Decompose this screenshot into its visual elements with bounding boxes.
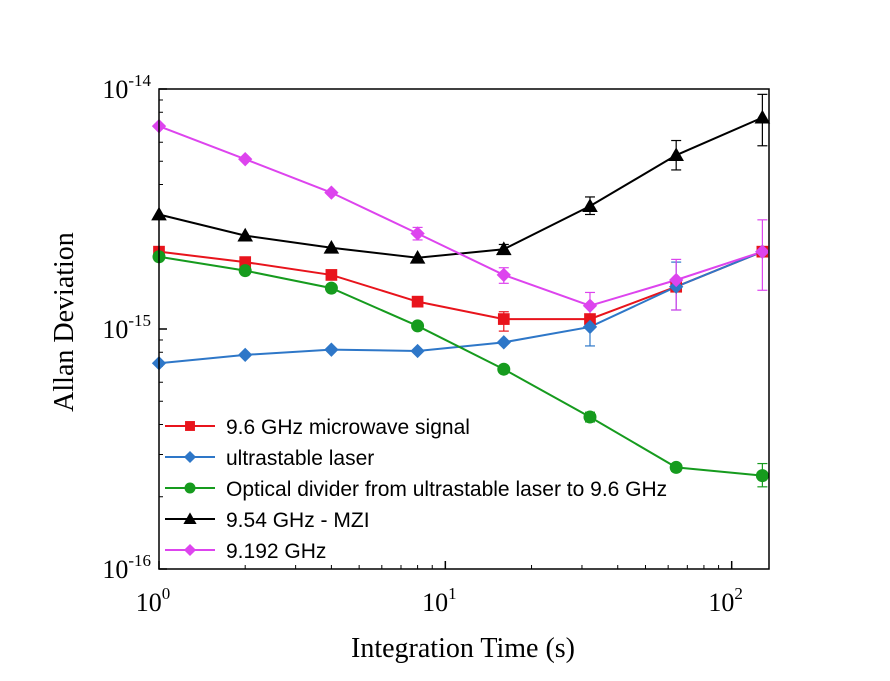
data-point-circle — [669, 460, 683, 474]
data-point-circle — [238, 264, 252, 278]
series-line — [158, 255, 763, 477]
data-point-triangle — [495, 241, 512, 256]
legend: 9.6 GHz microwave signal ultrastable lase… — [165, 416, 667, 563]
data-point-diamond — [669, 272, 684, 288]
legend-label: ultrastable laser — [226, 447, 374, 470]
major-ticks — [158, 88, 733, 570]
x-axis-label: Integration Time (s) — [351, 633, 575, 664]
data-point-square — [325, 269, 338, 281]
data-point-square — [239, 256, 252, 268]
data-point-diamond — [582, 319, 598, 335]
x-tick-label: 101 — [422, 584, 457, 617]
legend-label: 9.192 GHz — [226, 540, 326, 563]
y-axis-label: Allan Deviation — [49, 232, 80, 412]
data-point-circle — [497, 362, 511, 376]
x-tick-label: 102 — [708, 584, 743, 617]
series-line — [158, 250, 763, 321]
data-point-triangle — [668, 147, 684, 162]
data-point-circle — [324, 281, 338, 295]
data-point-diamond — [755, 244, 770, 259]
legend-label: Optical divider from ultrastable laser t… — [226, 478, 667, 501]
data-point-circle — [755, 469, 769, 483]
data-point-diamond — [238, 347, 253, 363]
data-point-square — [584, 313, 596, 325]
legend-label: 9.54 GHz - MZI — [226, 509, 370, 532]
legend-label: 9.6 GHz microwave signal — [226, 416, 470, 439]
data-point-triangle — [582, 198, 598, 212]
y-tick-label: 10-16 — [102, 551, 151, 584]
data-point-diamond — [324, 185, 339, 200]
data-point-diamond — [582, 298, 598, 313]
series-line — [158, 125, 763, 307]
data-point-diamond — [183, 450, 197, 464]
data-point-diamond — [496, 335, 511, 350]
series-lines — [158, 116, 763, 477]
data-point-square — [411, 295, 424, 308]
data-point-triangle — [183, 512, 197, 524]
data-point-triangle — [237, 227, 253, 242]
data-point-diamond — [183, 543, 197, 557]
data-point-circle — [411, 319, 425, 333]
data-point-triangle — [323, 239, 340, 254]
data-point-square — [185, 421, 195, 431]
y-tick-label: 10-15 — [102, 311, 151, 344]
tick-labels: 100 101 102 10-16 10-15 10-14 — [102, 71, 743, 617]
data-point-diamond — [324, 342, 339, 357]
data-point-triangle — [754, 109, 771, 124]
data-point-triangle — [409, 250, 426, 264]
data-point-circle — [583, 410, 597, 424]
x-tick-label: 100 — [136, 584, 171, 617]
data-point-diamond — [410, 226, 425, 241]
data-point-diamond — [410, 343, 425, 359]
data-point-diamond — [496, 267, 511, 283]
y-tick-label: 10-14 — [102, 71, 151, 104]
data-point-diamond — [238, 152, 253, 167]
data-point-square — [497, 313, 510, 325]
data-point-circle — [184, 482, 196, 494]
